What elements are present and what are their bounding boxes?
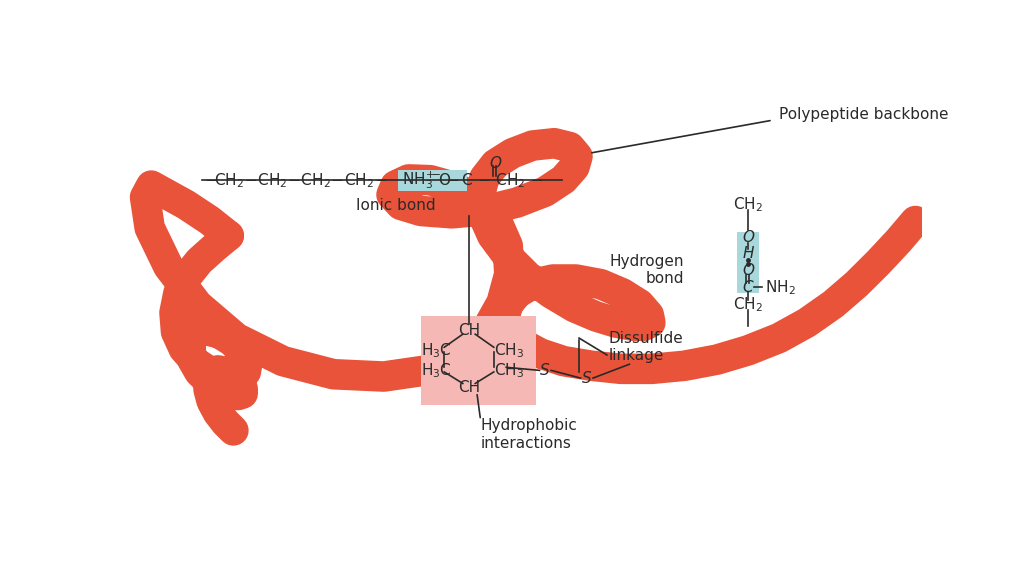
Text: O: O bbox=[742, 263, 754, 278]
Text: S: S bbox=[582, 371, 592, 385]
FancyBboxPatch shape bbox=[397, 170, 467, 191]
Text: $\mathsf{CH_2}$: $\mathsf{CH_2}$ bbox=[733, 196, 763, 214]
Text: CH: CH bbox=[458, 323, 480, 338]
Text: C: C bbox=[742, 280, 754, 295]
Text: $\mathsf{^{-}\!O}$: $\mathsf{^{-}\!O}$ bbox=[431, 172, 452, 188]
Text: O: O bbox=[742, 231, 754, 245]
Text: $\mathsf{-\!CH_2\!-\!CH_2\!-\!CH_2\!-\!CH_2\!-}$: $\mathsf{-\!CH_2\!-\!CH_2\!-\!CH_2\!-\!C… bbox=[204, 171, 387, 190]
Text: $\mathsf{H_3C}$: $\mathsf{H_3C}$ bbox=[421, 341, 452, 360]
Text: CH: CH bbox=[458, 380, 480, 395]
Text: Polypeptide backbone: Polypeptide backbone bbox=[779, 107, 948, 122]
Text: $\mathsf{NH_3^{+}}$: $\mathsf{NH_3^{+}}$ bbox=[401, 169, 434, 191]
FancyBboxPatch shape bbox=[421, 317, 536, 405]
Text: H: H bbox=[742, 246, 754, 261]
Text: Hydrophobic
interactions: Hydrophobic interactions bbox=[480, 418, 578, 450]
Text: Dissulfide
linkage: Dissulfide linkage bbox=[608, 331, 683, 363]
Text: $\mathsf{-\,C\,-\,CH_2\,-}$: $\mathsf{-\,C\,-\,CH_2\,-}$ bbox=[445, 171, 544, 190]
FancyBboxPatch shape bbox=[737, 232, 759, 293]
Text: S: S bbox=[540, 363, 550, 378]
Text: $\mathsf{CH_3}$: $\mathsf{CH_3}$ bbox=[494, 361, 524, 380]
Text: $\mathsf{CH_2}$: $\mathsf{CH_2}$ bbox=[733, 296, 763, 314]
Text: $\mathsf{NH_2}$: $\mathsf{NH_2}$ bbox=[765, 278, 796, 297]
Text: $\mathsf{CH_3}$: $\mathsf{CH_3}$ bbox=[494, 341, 524, 360]
Text: $\mathsf{H_3C}$: $\mathsf{H_3C}$ bbox=[421, 361, 452, 380]
Text: Hydrogen
bond: Hydrogen bond bbox=[610, 254, 684, 287]
Text: Ionic bond: Ionic bond bbox=[355, 198, 435, 213]
Text: O: O bbox=[489, 156, 502, 171]
